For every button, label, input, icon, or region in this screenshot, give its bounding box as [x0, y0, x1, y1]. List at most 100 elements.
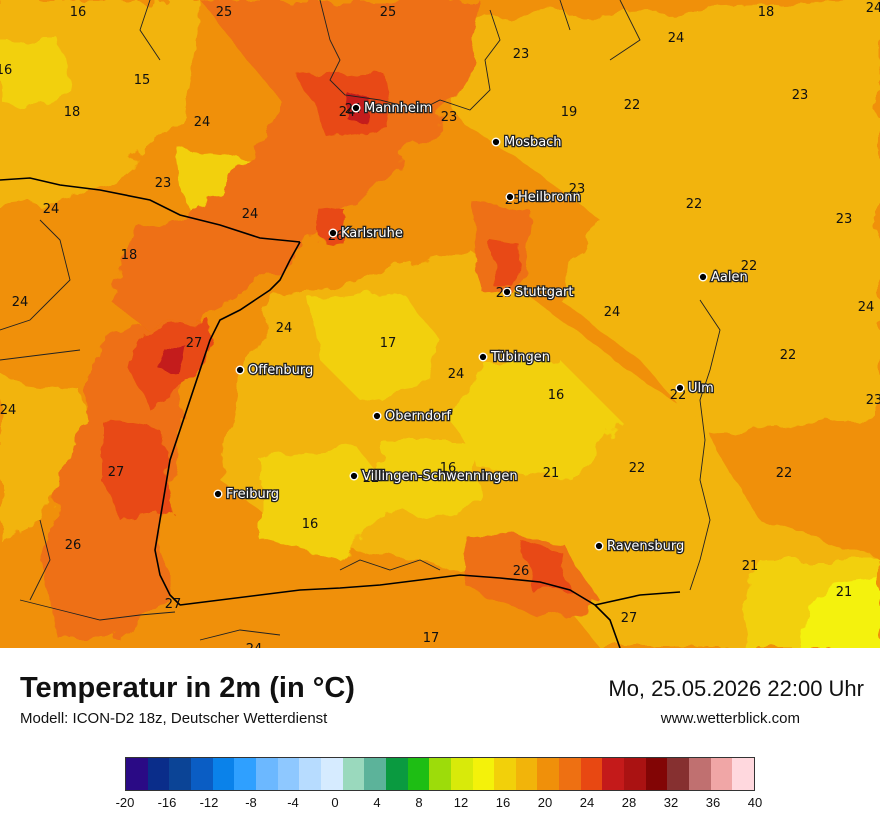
- city-label: Ulm: [688, 381, 714, 396]
- temperature-value: 25: [380, 5, 397, 20]
- country-borders: [0, 177, 681, 648]
- temperature-value: 24: [194, 115, 211, 130]
- legend-swatch: [689, 758, 711, 790]
- temperature-value: 22: [624, 98, 641, 113]
- legend-tick-label: -4: [287, 795, 299, 810]
- legend-swatch: [580, 758, 603, 790]
- temperature-value: 26: [65, 538, 82, 553]
- city-label: Aalen: [711, 270, 748, 285]
- legend-tick-label: -12: [199, 795, 219, 810]
- legend-tick-label: 28: [621, 795, 637, 810]
- city-marker-icon[interactable]: [502, 287, 512, 297]
- temperature-value: 23: [569, 182, 586, 197]
- legend-swatch: [494, 758, 516, 790]
- temperature-value: 22: [629, 461, 646, 476]
- legend-swatch: [624, 758, 646, 790]
- city-label: Freiburg: [226, 487, 279, 502]
- legend-swatch: [234, 758, 256, 790]
- city-label: Ravensburg: [607, 539, 684, 554]
- legend-tick-label: 40: [747, 795, 763, 810]
- temperature-value: 18: [758, 5, 775, 20]
- temperature-value: 22: [741, 259, 758, 274]
- temperature-value: 18: [64, 105, 81, 120]
- city-marker-icon[interactable]: [372, 411, 382, 421]
- legend-swatch: [450, 758, 473, 790]
- legend-swatch: [190, 758, 213, 790]
- temperature-map[interactable]: 16 25 25 18 24 24 16 15 23 18 24 19 22 23 24 23 24 23 24 23…: [0, 0, 880, 648]
- legend-swatch: [667, 758, 690, 790]
- legend-swatch: [602, 758, 625, 790]
- temperature-value: 23: [836, 212, 853, 227]
- map-footer: Temperatur in 2m (in °C) Modell: ICON-D2…: [0, 648, 880, 830]
- city-marker-icon[interactable]: [351, 103, 361, 113]
- page-title: Temperatur in 2m (in °C): [20, 672, 355, 704]
- temperature-value: 19: [561, 105, 578, 120]
- temperature-value: 16: [0, 63, 12, 78]
- temperature-value: 24: [0, 403, 16, 418]
- legend-tick-label: 12: [453, 795, 469, 810]
- temperature-value: 21: [543, 466, 560, 481]
- temperature-value: 27: [186, 336, 203, 351]
- city-marker-icon[interactable]: [505, 192, 515, 202]
- city-markers: Mannheim Mosbach Heilbronn Karlsruhe Stuttga…: [213, 100, 749, 555]
- legend-swatch: [299, 758, 321, 790]
- legend-swatch: [320, 758, 343, 790]
- city-marker-icon[interactable]: [698, 272, 708, 282]
- temperature-value: 24: [43, 202, 60, 217]
- city-marker-icon[interactable]: [349, 471, 359, 481]
- city-label: Stuttgart: [515, 285, 573, 300]
- city-label: Villingen-Schwenningen: [362, 469, 518, 484]
- temperature-value: 23: [155, 176, 172, 191]
- temperature-value: 27: [108, 465, 125, 480]
- temperature-value: 27: [621, 611, 638, 626]
- temperature-value: 25: [216, 5, 233, 20]
- temperature-value: 24: [448, 367, 465, 382]
- legend-tick-label: 36: [705, 795, 721, 810]
- city-label: Karlsruhe: [341, 226, 403, 241]
- legend-swatch: [364, 758, 386, 790]
- temperature-value: 22: [780, 348, 797, 363]
- temperature-value: 24: [242, 207, 259, 222]
- temperature-value: 24: [339, 105, 356, 120]
- legend-swatch: [472, 758, 495, 790]
- temperature-value: 22: [363, 471, 380, 486]
- legend-ticks: -20 -16 -12 -8 -4 0 4 8 12 16 20 24 28 32 36 40: [116, 795, 763, 813]
- temperature-value: 23: [792, 88, 809, 103]
- state-borders: [0, 0, 721, 641]
- city-label: Heilbronn: [518, 190, 581, 205]
- city-marker-icon[interactable]: [328, 228, 338, 238]
- temperature-value: 24: [246, 642, 263, 648]
- temperature-value: 23: [866, 393, 880, 408]
- legend-swatch: [559, 758, 581, 790]
- legend-swatch: [537, 758, 560, 790]
- temperature-value: 16: [548, 388, 565, 403]
- legend-swatch: [407, 758, 430, 790]
- forecast-datetime: Mo, 25.05.2026 22:00 Uhr: [608, 676, 864, 701]
- legend-tick-label: 16: [495, 795, 511, 810]
- legend-swatch: [732, 758, 755, 790]
- temperature-value: 24: [276, 321, 293, 336]
- legend-swatch: [385, 758, 408, 790]
- temperature-value: 26: [513, 564, 530, 579]
- temperature-value: 24: [604, 305, 621, 320]
- temperature-value: 24: [668, 31, 685, 46]
- city-marker-icon[interactable]: [594, 541, 604, 551]
- color-legend: [125, 757, 755, 791]
- city-label: Mosbach: [504, 135, 562, 150]
- city-marker-icon[interactable]: [478, 352, 488, 362]
- website-link[interactable]: www.wetterblick.com: [660, 710, 800, 727]
- legend-swatch: [212, 758, 235, 790]
- city-marker-icon[interactable]: [675, 383, 685, 393]
- temperature-value: 18: [121, 248, 138, 263]
- temperature-value: 24: [12, 295, 29, 310]
- legend-swatch: [277, 758, 300, 790]
- city-marker-icon[interactable]: [491, 137, 501, 147]
- temperature-value: 21: [836, 585, 853, 600]
- temperature-field: [0, 0, 880, 648]
- city-marker-icon[interactable]: [213, 489, 223, 499]
- temperature-value: 16: [70, 5, 87, 20]
- legend-tick-label: -16: [157, 795, 177, 810]
- city-marker-icon[interactable]: [235, 365, 245, 375]
- temperature-value: 22: [776, 466, 793, 481]
- model-source: Modell: ICON-D2 18z, Deutscher Wetterdie…: [20, 710, 328, 727]
